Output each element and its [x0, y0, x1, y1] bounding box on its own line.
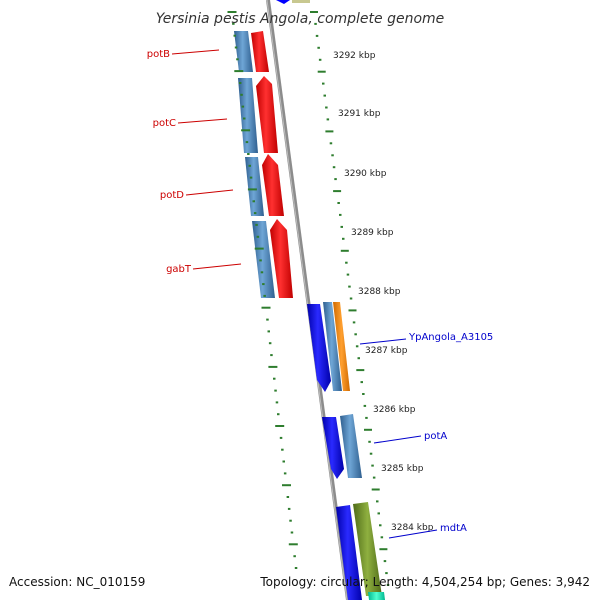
scale-label: 3286 kbp [373, 405, 416, 415]
scale-label: 3292 kbp [333, 51, 376, 61]
leader-line-potA [373, 435, 422, 444]
feature-potB[interactable] [234, 31, 269, 72]
gene-label-potD[interactable]: potD [160, 190, 184, 201]
gene-label-mdtA[interactable]: mdtA [440, 523, 467, 534]
leader-line-potC [177, 118, 228, 124]
feature-YpAngola-blue [307, 304, 331, 392]
feature-potB-steel [234, 31, 253, 72]
feature-potA[interactable] [322, 414, 362, 479]
leader-line-gabT [192, 263, 242, 270]
feature-gabT[interactable] [252, 219, 293, 298]
feature-top-olive [292, 0, 310, 3]
scale-label: 3290 kbp [344, 169, 387, 179]
feature-potC[interactable] [238, 76, 278, 153]
feature-potC-steel [238, 78, 258, 153]
feature-potC-red [256, 76, 278, 153]
feature-mdtA-blue [336, 505, 362, 600]
feature-top-blue [276, 0, 290, 4]
scale-label: 3289 kbp [351, 228, 394, 238]
gene-labels-left: potB potC potD gabT [147, 49, 242, 275]
gene-label-YpAngola_A3105[interactable]: YpAngola_A3105 [408, 332, 493, 343]
genome-backbone [266, 0, 350, 600]
feature-potA-steel [340, 414, 362, 478]
leader-line-potB [171, 49, 220, 55]
gene-label-potA[interactable]: potA [424, 431, 447, 442]
feature-potA-blue [322, 417, 344, 479]
feature-gabT-red [270, 219, 293, 298]
scale-label: 3284 kbp [391, 523, 434, 533]
genome-backbone-highlight [266, 0, 348, 600]
gene-labels-right: YpAngola_A3105 potA mdtA [359, 332, 493, 539]
feature-potD[interactable] [245, 154, 284, 216]
gene-label-potC[interactable]: potC [153, 118, 176, 129]
leader-line-mdtA [388, 529, 438, 539]
leader-line-YpAngola_A3105 [359, 338, 407, 345]
tick-track-left [227, 11, 298, 569]
map-title: Yersinia pestis Angola, complete genome [156, 11, 445, 27]
gene-label-gabT[interactable]: gabT [166, 264, 192, 275]
feature-gabT-steel [252, 221, 275, 298]
gene-label-potB[interactable]: potB [147, 49, 170, 60]
scale-label: 3287 kbp [365, 346, 408, 356]
feature-YpAngola-steel [323, 302, 342, 391]
feature-YpAngola_A3105[interactable] [307, 302, 350, 392]
scale-label: 3288 kbp [358, 287, 401, 297]
scale-label: 3285 kbp [381, 464, 424, 474]
topology-text: Topology: circular; Length: 4,504,254 bp… [260, 575, 590, 589]
leader-line-potD [185, 189, 234, 196]
feature-mdtA-cyan [368, 592, 385, 600]
accession-text: Accession: NC_010159 [9, 575, 146, 589]
tick-track-right [310, 11, 390, 586]
scale-label: 3291 kbp [338, 109, 381, 119]
feature-potB-red [251, 31, 269, 72]
scale-labels: 3292 kbp 3291 kbp 3290 kbp 3289 kbp 3288… [333, 51, 434, 533]
feature-potD-red [262, 154, 284, 216]
feature-YpAngola-orange [333, 302, 350, 391]
feature-mdtA[interactable] [336, 502, 385, 600]
feature-potD-steel [245, 157, 264, 216]
feature-mdtA-olive [353, 502, 382, 596]
